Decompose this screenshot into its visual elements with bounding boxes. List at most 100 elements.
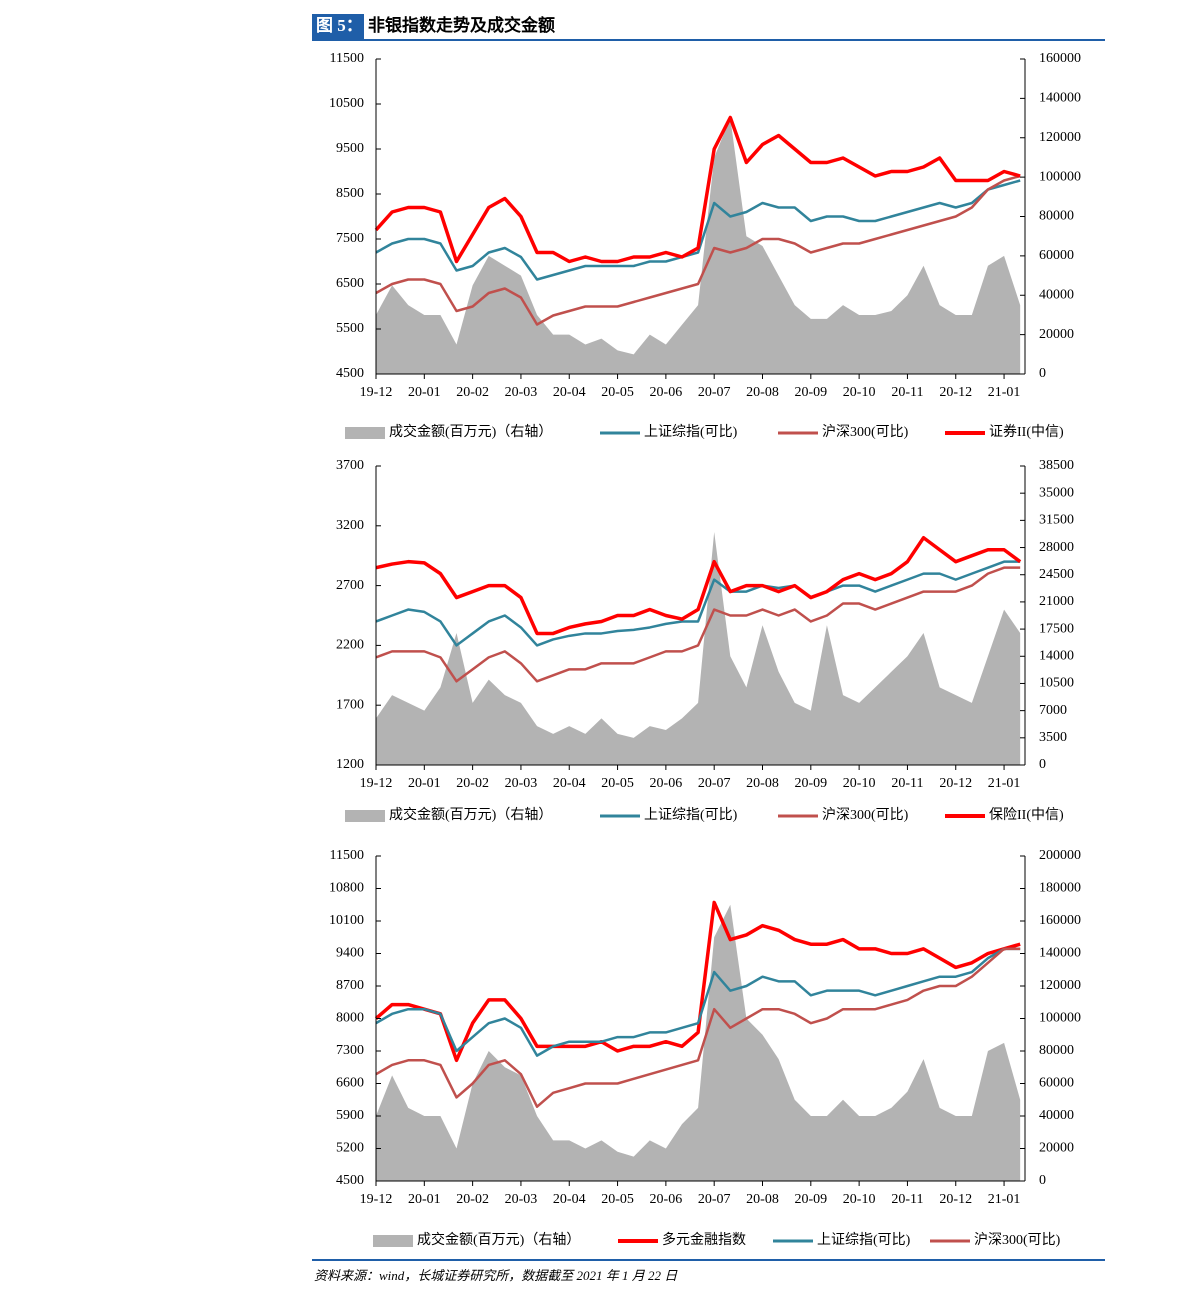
volume-area — [376, 532, 1021, 765]
y-tick-label: 2200 — [336, 638, 364, 653]
y2-tick-label: 24500 — [1039, 567, 1074, 582]
y-tick-label: 8700 — [336, 978, 364, 993]
legend-label: 成交金额(百万元)（右轴） — [417, 1231, 580, 1248]
y2-tick-label: 35000 — [1039, 485, 1074, 500]
y2-tick-label: 120000 — [1039, 978, 1081, 993]
series-line — [374, 900, 1021, 1063]
y-tick-label: 8500 — [336, 186, 364, 201]
y2-tick-label: 40000 — [1039, 1108, 1074, 1123]
y-tick-label: 4500 — [336, 1173, 364, 1188]
y-tick-label: 7300 — [336, 1043, 364, 1058]
source: 资料来源：wind，长城证券研究所，数据截至 2021 年 1 月 22 日 — [314, 1268, 678, 1283]
y2-tick-label: 140000 — [1039, 946, 1081, 961]
y2-tick-label: 28000 — [1039, 540, 1074, 555]
volume-area — [376, 904, 1021, 1181]
y2-tick-label: 160000 — [1039, 51, 1081, 66]
y-tick-label: 10800 — [329, 881, 364, 896]
y-tick-label: 5200 — [336, 1141, 364, 1156]
x-tick-label: 20-02 — [456, 776, 489, 791]
y-tick-label: 9400 — [336, 946, 364, 961]
y2-tick-label: 160000 — [1039, 913, 1081, 928]
y-tick-label: 1700 — [336, 697, 364, 712]
y2-tick-label: 21000 — [1039, 594, 1074, 609]
legend-swatch — [345, 810, 385, 822]
x-tick-label: 20-01 — [408, 776, 441, 791]
x-tick-label: 20-03 — [505, 1192, 538, 1207]
x-tick-label: 20-11 — [891, 385, 923, 400]
y2-tick-label: 31500 — [1039, 513, 1074, 528]
legend-label: 成交金额(百万元)（右轴） — [389, 423, 552, 440]
x-tick-label: 20-08 — [746, 776, 779, 791]
legend-label: 证券II(中信) — [989, 424, 1064, 440]
y2-tick-label: 140000 — [1039, 91, 1081, 106]
series-line — [375, 947, 1021, 1108]
title-label-box — [312, 14, 364, 39]
y2-tick-label: 17500 — [1039, 621, 1074, 636]
x-tick-label: 21-01 — [988, 1192, 1021, 1207]
y2-tick-label: 7000 — [1039, 703, 1067, 718]
y-tick-label: 5500 — [336, 321, 364, 336]
y-tick-label: 11500 — [330, 51, 364, 66]
legend-swatch — [373, 1235, 413, 1247]
x-tick-label: 20-06 — [650, 385, 683, 400]
series-line — [375, 947, 1021, 1057]
y2-tick-label: 60000 — [1039, 1076, 1074, 1091]
x-tick-label: 20-01 — [408, 1192, 441, 1207]
y-tick-label: 5900 — [336, 1108, 364, 1123]
x-tick-label: 20-04 — [553, 1192, 586, 1207]
series-line — [375, 179, 1021, 281]
x-tick-label: 21-01 — [988, 385, 1021, 400]
x-tick-label: 19-12 — [360, 776, 393, 791]
x-tick-label: 21-01 — [988, 776, 1021, 791]
x-tick-label: 20-05 — [601, 385, 634, 400]
x-tick-label: 20-04 — [553, 776, 586, 791]
y2-tick-label: 100000 — [1039, 1011, 1081, 1026]
y2-tick-label: 60000 — [1039, 248, 1074, 263]
x-tick-label: 20-04 — [553, 385, 586, 400]
x-tick-label: 20-07 — [698, 776, 731, 791]
x-tick-label: 20-09 — [794, 776, 827, 791]
y2-tick-label: 38500 — [1039, 458, 1074, 473]
y2-tick-label: 20000 — [1039, 1141, 1074, 1156]
y2-tick-label: 180000 — [1039, 881, 1081, 896]
y-tick-label: 4500 — [336, 366, 364, 381]
legend-label: 多元金融指数 — [662, 1231, 746, 1248]
series-line — [375, 560, 1021, 647]
y2-tick-label: 0 — [1039, 1173, 1046, 1188]
series-line — [375, 174, 1021, 326]
y2-tick-label: 80000 — [1039, 1043, 1074, 1058]
y2-tick-label: 3500 — [1039, 730, 1067, 745]
legend-label: 成交金额(百万元)（右轴） — [389, 806, 552, 823]
x-tick-label: 20-05 — [601, 776, 634, 791]
y-tick-label: 10500 — [329, 96, 364, 111]
x-tick-label: 20-09 — [794, 1192, 827, 1207]
x-tick-label: 20-10 — [843, 776, 876, 791]
y2-tick-label: 10500 — [1039, 676, 1074, 691]
x-tick-label: 20-12 — [939, 1192, 972, 1207]
legend-label: 沪深300(可比) — [974, 1232, 1061, 1248]
x-tick-label: 20-03 — [505, 776, 538, 791]
y-tick-label: 6600 — [336, 1076, 364, 1091]
legend-label: 上证综指(可比) — [817, 1232, 911, 1248]
y-tick-label: 9500 — [336, 141, 364, 156]
x-tick-label: 19-12 — [360, 1192, 393, 1207]
x-tick-label: 20-09 — [794, 385, 827, 400]
x-tick-label: 20-08 — [746, 1192, 779, 1207]
y-tick-label: 1200 — [336, 757, 364, 772]
y-tick-label: 10100 — [329, 913, 364, 928]
y-tick-label: 7500 — [336, 231, 364, 246]
x-tick-label: 20-02 — [456, 1192, 489, 1207]
x-tick-label: 20-07 — [698, 385, 731, 400]
x-tick-label: 20-10 — [843, 385, 876, 400]
x-tick-label: 19-12 — [360, 385, 393, 400]
series-line — [375, 566, 1021, 683]
legend-label: 保险II(中信) — [989, 807, 1064, 823]
y-tick-label: 3200 — [336, 518, 364, 533]
x-tick-label: 20-05 — [601, 1192, 634, 1207]
y2-tick-label: 200000 — [1039, 848, 1081, 863]
y-tick-label: 2700 — [336, 578, 364, 593]
x-tick-label: 20-12 — [939, 776, 972, 791]
y2-tick-label: 14000 — [1039, 648, 1074, 663]
y-tick-label: 8000 — [336, 1011, 364, 1026]
